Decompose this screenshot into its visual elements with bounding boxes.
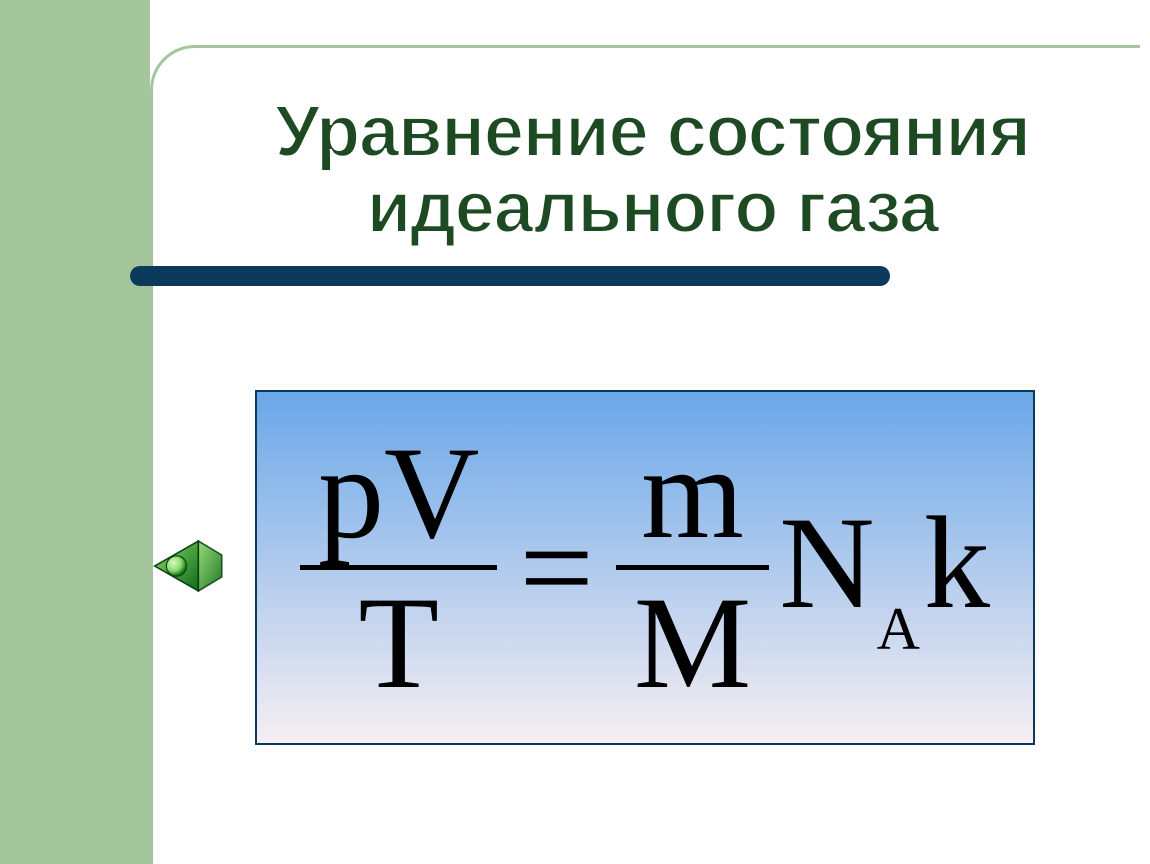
left-sidebar (0, 0, 150, 864)
numerator-m: m (623, 420, 762, 565)
fraction-pV-over-T: pV T (300, 420, 497, 715)
numerator-pV: pV (300, 420, 497, 565)
formula-box: pV T = m M NAk (255, 390, 1035, 745)
term-NA-k: NAk (769, 486, 990, 649)
denominator-M: M (616, 570, 769, 715)
bullet-3d-icon (150, 527, 228, 605)
equals-sign: = (497, 491, 615, 644)
title-line-1: Уравнение состояния (275, 92, 1030, 172)
ideal-gas-equation: pV T = m M NAk (257, 392, 1033, 743)
title-line-2: идеального газа (367, 168, 938, 248)
subscript-A: A (875, 596, 924, 662)
symbol-N: N (779, 489, 874, 636)
fraction-m-over-M: m M (616, 420, 769, 715)
denominator-T: T (340, 570, 457, 715)
horizontal-rule (130, 266, 890, 286)
symbol-k: k (924, 489, 990, 636)
slide-title: Уравнение состояния идеального газа (175, 95, 1130, 246)
